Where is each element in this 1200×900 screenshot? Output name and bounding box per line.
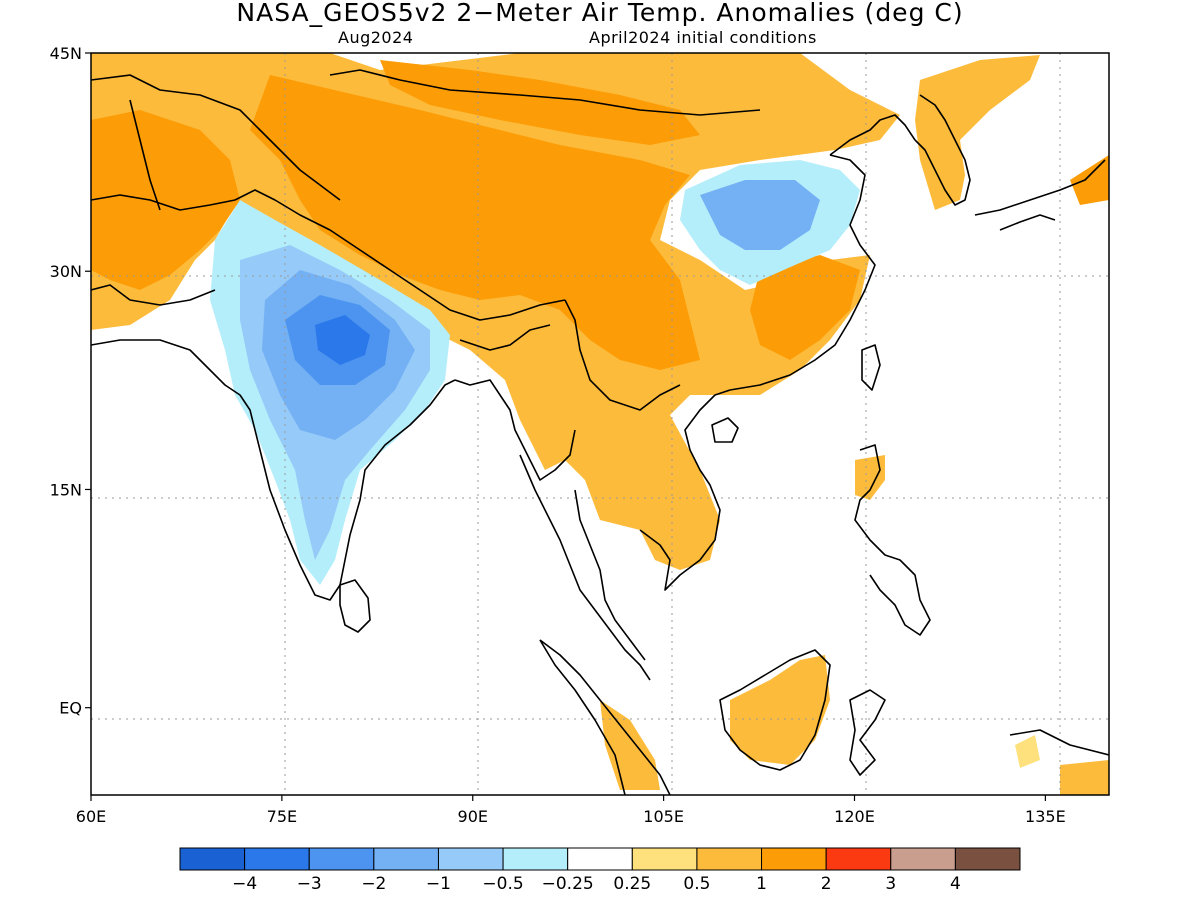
colorbar-swatch	[308, 847, 375, 871]
colorbar-label: 3	[885, 874, 896, 894]
colorbar-label: 2	[821, 874, 832, 894]
lat-tick-label: 15N	[50, 480, 82, 499]
colorbar-swatch	[179, 847, 246, 871]
map-frame	[90, 52, 1110, 796]
strong-warm-iran	[91, 110, 240, 290]
warm-anomaly-korea-japan	[915, 55, 1040, 210]
colorbar-swatch	[437, 847, 504, 871]
colorbar-swatch	[761, 847, 827, 871]
colorbar-swatch	[890, 847, 956, 871]
colorbar-swatch	[954, 847, 1021, 871]
warm-anomaly-sulawesi	[1015, 735, 1040, 768]
colorbar-label: −0.25	[542, 874, 594, 894]
lon-tick-label: 135E	[1025, 807, 1066, 826]
map-title: NASA_GEOS5v2 2−Meter Air Temp. Anomalies…	[236, 0, 964, 27]
strong-warm-mongolia	[380, 60, 700, 145]
lat-tick-label: 45N	[50, 44, 82, 63]
colorbar-label: 1	[756, 874, 767, 894]
colorbar-swatch	[631, 847, 698, 871]
graticule	[91, 53, 1109, 795]
colorbar-swatch	[373, 847, 439, 871]
anomaly-field	[91, 53, 1109, 795]
cool-anomaly-india-peak	[315, 315, 370, 365]
colorbar-swatch	[244, 847, 310, 871]
colorbar-swatch	[502, 847, 569, 871]
lon-tick-label: 60E	[76, 807, 106, 826]
strong-warm-tibet	[250, 75, 700, 370]
axes: 45N 30N 15N EQ 60E 75E 90E 105E 120E 135E	[50, 44, 1066, 826]
lon-tick-label: 105E	[643, 807, 684, 826]
warm-anomaly-sumatra	[600, 700, 660, 790]
colorbar-swatch	[567, 847, 633, 871]
initial-conditions: April2024 initial conditions	[589, 28, 817, 47]
colorbar-label: −3	[297, 874, 322, 894]
colorbar-label: −4	[232, 874, 257, 894]
warm-anomaly-new-guinea	[1060, 760, 1109, 795]
strong-warm-south-china	[750, 255, 860, 360]
colorbar-label: 4	[950, 874, 961, 894]
lat-tick-label: EQ	[59, 699, 82, 718]
colorbar-swatch	[696, 847, 763, 871]
colorbar-label: 0.25	[613, 874, 651, 894]
colorbar-label: −0.5	[482, 874, 523, 894]
lon-tick-label: 75E	[267, 807, 297, 826]
warm-anomaly-japan-east	[1070, 155, 1109, 205]
warm-anomaly-borneo	[730, 655, 830, 765]
warm-anomaly-philippines	[855, 455, 885, 500]
cool-anomaly-north-china-core	[700, 180, 820, 250]
forecast-month: Aug2024	[338, 28, 414, 47]
colorbar-label: 0.5	[683, 874, 710, 894]
lon-tick-label: 90E	[458, 807, 488, 826]
colorbar-swatch	[825, 847, 892, 871]
colorbar: −4 −3 −2 −1 −0.5 −0.25 0.25 0.5 1 2 3 4	[179, 847, 1021, 894]
lon-tick-label: 120E	[834, 807, 875, 826]
lat-tick-label: 30N	[50, 262, 82, 281]
colorbar-label: −1	[426, 874, 451, 894]
colorbar-label: −2	[361, 874, 386, 894]
coastlines	[91, 69, 1109, 795]
